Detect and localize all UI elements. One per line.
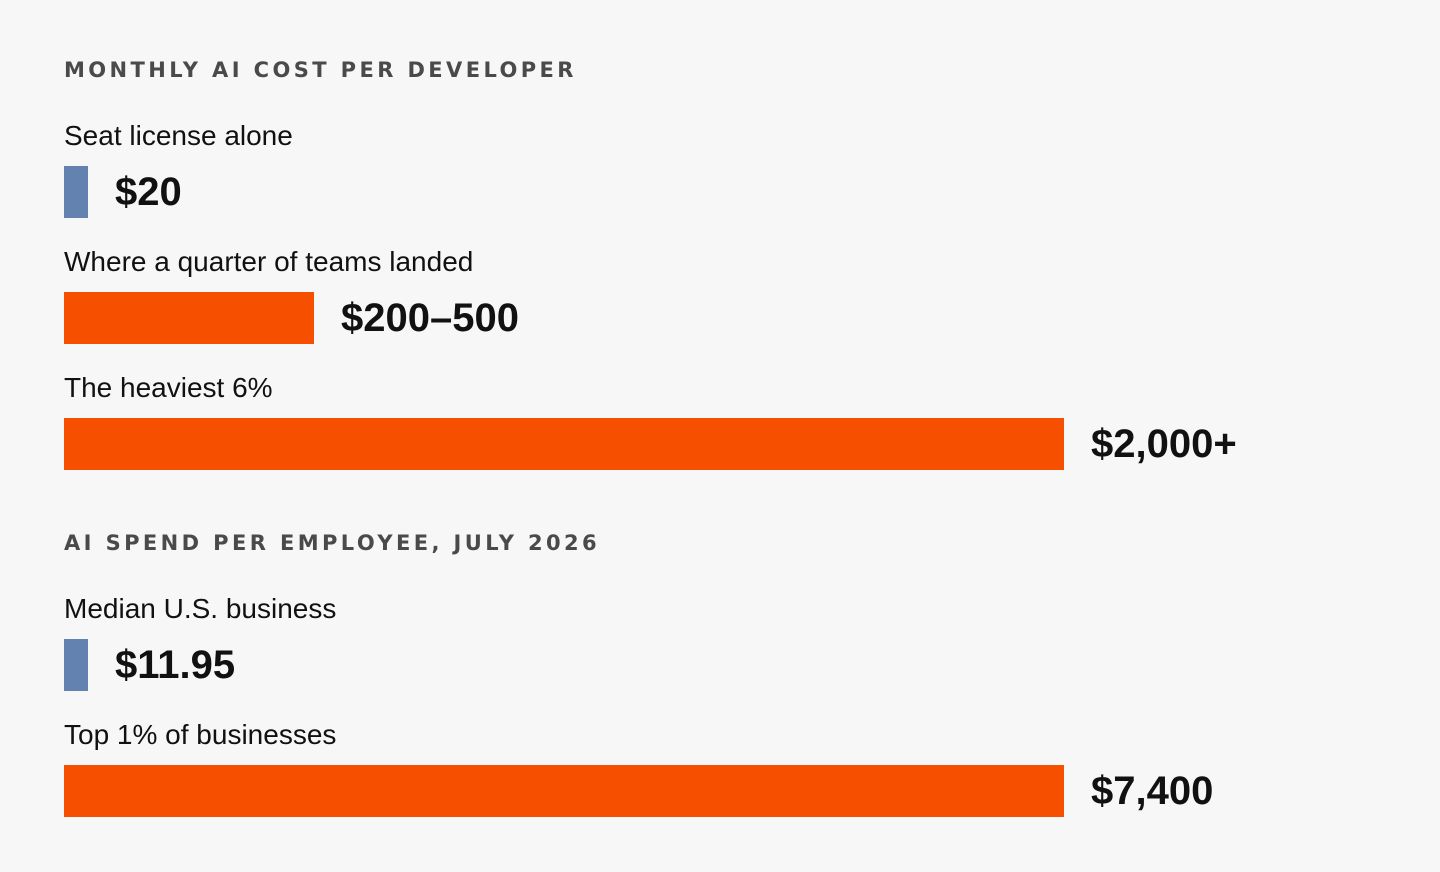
category-label-seat-license: Seat license alone — [64, 120, 293, 151]
bar-quarter-of-teams — [64, 292, 314, 344]
value-label-top-1-percent: $7,400 — [1091, 769, 1214, 813]
bar-seat-license — [64, 166, 88, 218]
category-label-heaviest-6-percent: The heaviest 6% — [64, 372, 273, 403]
category-label-quarter-of-teams: Where a quarter of teams landed — [64, 246, 474, 277]
value-label-seat-license: $20 — [115, 170, 182, 214]
category-label-top-1-percent: Top 1% of businesses — [64, 719, 337, 750]
category-label-median-business: Median U.S. business — [64, 593, 337, 624]
value-label-quarter-of-teams: $200–500 — [341, 296, 519, 340]
bar-median-business — [64, 639, 88, 691]
bar-top-1-percent — [64, 765, 1064, 817]
value-label-median-business: $11.95 — [115, 643, 236, 687]
chart-title-employee-spend: AI SPEND PER EMPLOYEE, JULY 2026 — [64, 531, 601, 555]
bar-heaviest-6-percent — [64, 418, 1064, 470]
value-label-heaviest-6-percent: $2,000+ — [1091, 422, 1237, 466]
chart-title-developer-cost: MONTHLY AI COST PER DEVELOPER — [64, 58, 577, 82]
